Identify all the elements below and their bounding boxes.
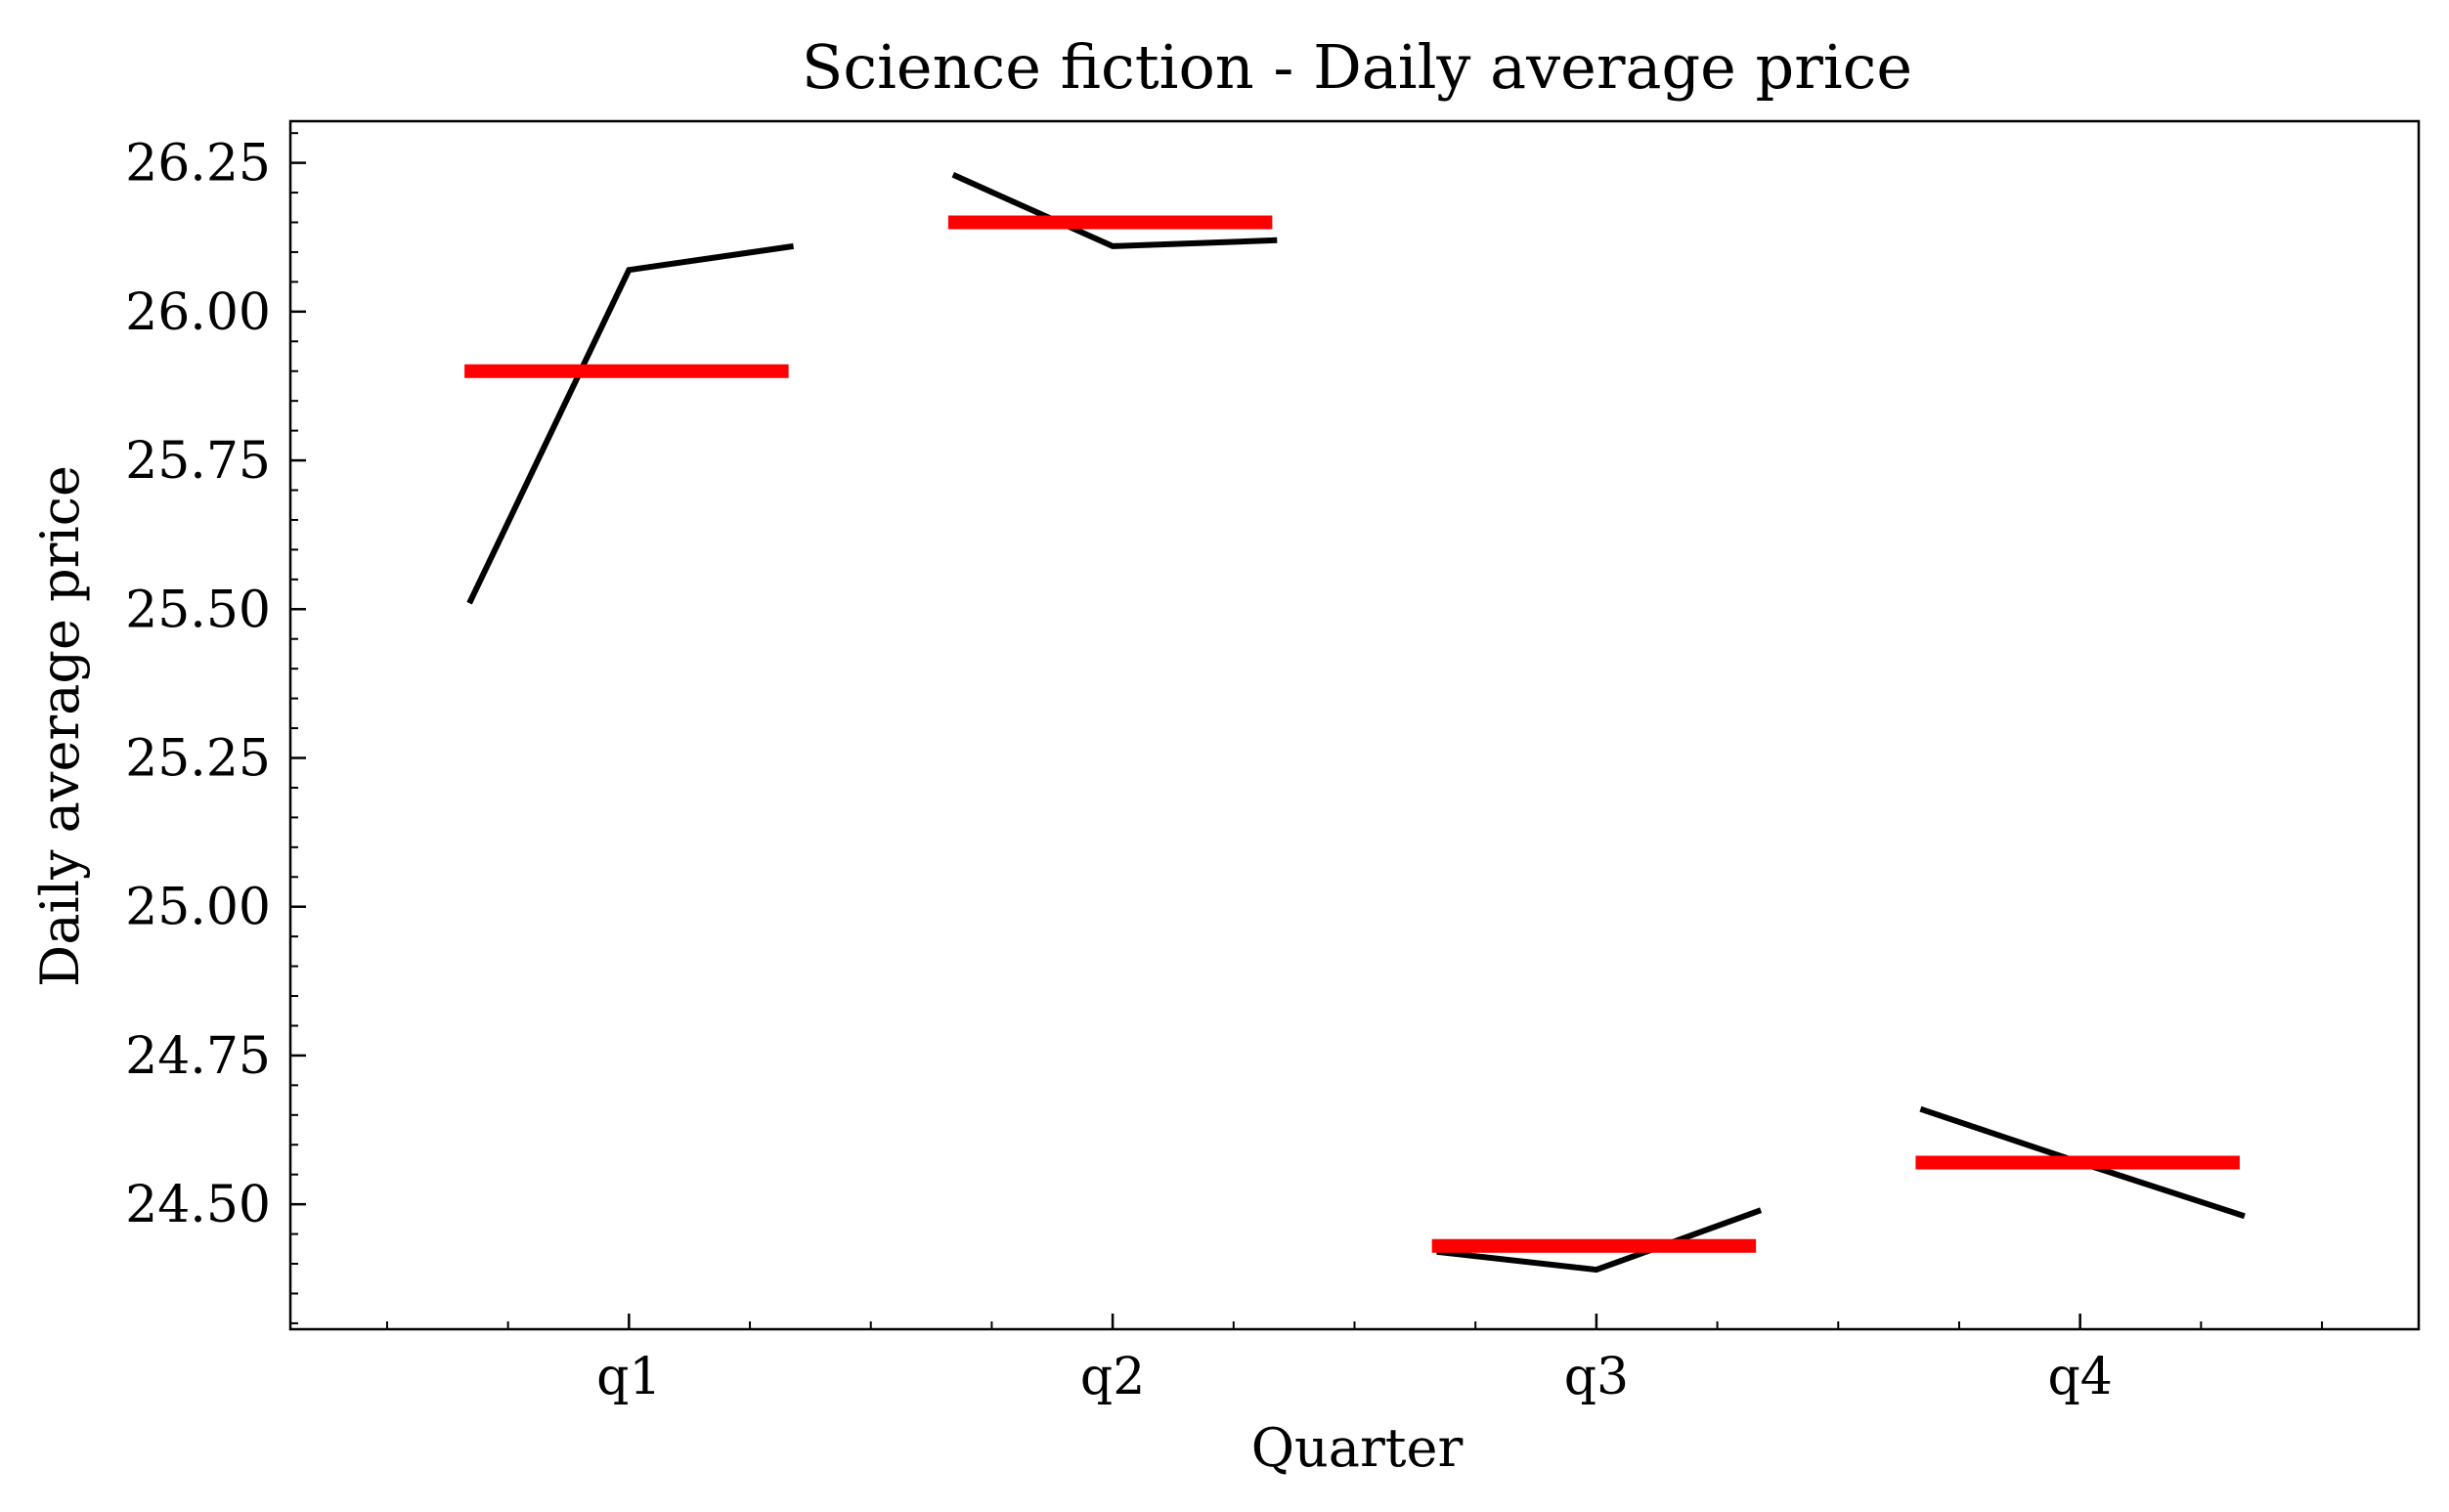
x-axis-label: Quarter [1251,1417,1464,1479]
y-tick-label: 25.75 [125,432,271,491]
y-tick-label: 26.25 [125,135,271,194]
plot-area [464,172,2246,1274]
y-tick-label: 24.75 [125,1027,271,1086]
x-tick-label: q3 [1564,1348,1629,1406]
series-line-q3 [1436,1207,1763,1274]
y-tick-label: 26.00 [125,283,271,342]
y-tick-label: 25.50 [125,581,271,639]
y-tick-label: 25.00 [125,879,271,937]
axes: 24.50 24.75 25.00 25.25 25.50 25.75 26.00 26.25… [125,119,2421,1406]
x-tick-label: q2 [1080,1348,1145,1406]
series-line-q2 [951,172,1278,249]
x-tick-label: q1 [596,1348,661,1406]
x-tick-label: q4 [2047,1348,2112,1406]
chart-title: Science fiction - Daily average price [802,31,1912,103]
y-axis-label: Daily average price [29,465,91,987]
series-line-q1 [466,242,795,605]
y-tick-label: 24.50 [125,1176,271,1234]
y-tick-label: 25.25 [125,729,271,788]
